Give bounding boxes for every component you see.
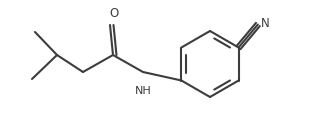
- Text: NH: NH: [135, 86, 151, 96]
- Text: N: N: [261, 17, 270, 30]
- Text: O: O: [109, 7, 118, 20]
